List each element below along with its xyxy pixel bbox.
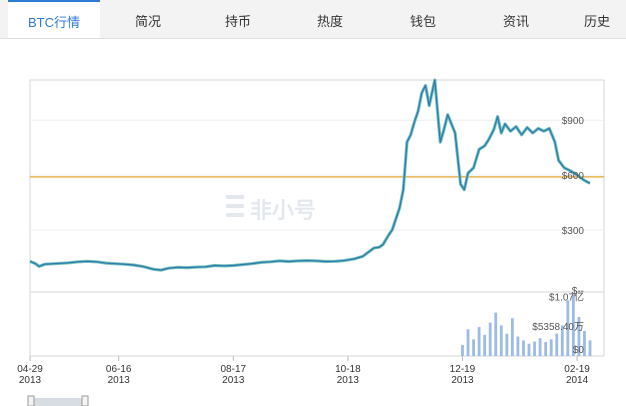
volume-bar [571,294,575,356]
tab-btc-market[interactable]: BTC行情 [8,0,100,38]
date-tick-year: 2013 [337,375,360,386]
volume-bar [527,343,531,356]
volume-bar [461,344,464,356]
volume-top-label: $-- [572,286,584,297]
date-tick-label: 10-18 [335,364,361,375]
tab-news[interactable]: 资讯 [502,14,529,29]
tab-wallet[interactable]: 钱包 [409,14,436,29]
volume-axis-labels: $-- $0 $5358.40万 $1.07亿 [532,286,584,356]
date-tick-year: 2013 [222,375,245,386]
volume-bar [522,340,525,356]
date-tick-year: 2013 [108,375,131,386]
volume-bar [483,334,487,356]
volume-bar [549,339,553,356]
tab-heat[interactable]: 热度 [316,14,343,29]
volume-bar [560,325,564,356]
date-tick-year: 2013 [19,375,42,386]
navigator-selection[interactable] [30,398,86,406]
price-axis-labels: $300 $600 $900 [562,116,585,237]
date-tick-label: 04-29 [17,364,43,375]
price-tick-label: $300 [562,226,585,237]
tab-holdings[interactable]: 持币 [224,14,251,29]
logo-mark-bar [226,195,244,199]
volume-bar [488,322,492,356]
volume-bar [533,341,536,356]
date-tick-year: 2013 [451,375,474,386]
plot-area [29,79,605,357]
volume-bar [544,342,548,356]
price-line [29,79,591,271]
volume-bar [510,318,514,356]
volume-bar [566,300,570,356]
date-tick-label: 08-17 [221,364,247,375]
date-tick-label: 02-19 [564,364,590,375]
volume-tick-label: $0 [573,345,585,356]
volume-bar [588,340,592,356]
volume-bar [583,330,586,356]
date-axis-labels: 04-29201306-16201308-17201310-18201312-1… [17,356,590,386]
date-tick-label: 12-19 [450,364,476,375]
volume-bar [516,336,520,356]
price-tick-label: $600 [562,171,585,182]
volume-bar [505,333,509,356]
navigator-right-handle[interactable] [81,395,89,406]
price-chart: 非小号 $300 $600 $900 $-- $0 $5358.40万 $1.07亿 04… [17,78,605,406]
date-tick-label: 06-16 [106,364,132,375]
volume-bar [538,338,542,356]
volume-bars [461,294,592,356]
volume-bar [499,325,503,356]
volume-bar [555,333,559,356]
volume-tick-label: $5358.40万 [532,322,584,333]
range-navigator[interactable] [27,395,89,406]
volume-tick-label: $1.07亿 [549,290,584,303]
price-grid [30,119,604,231]
volume-bar [577,317,581,356]
volume-bar [472,339,475,356]
volume-bar [494,312,498,356]
navigator-left-handle[interactable] [27,395,35,406]
volume-bar [466,329,470,356]
logo-mark-bar [226,213,244,217]
tab-bar: BTC行情 简况 持币 热度 钱包 资讯 历史 [0,0,626,39]
date-tick-year: 2014 [566,375,589,386]
watermark-text: 非小号 [250,198,316,223]
watermark: 非小号 [226,195,316,223]
price-tick-label: $900 [562,116,585,127]
tab-overview[interactable]: 简况 [134,14,161,29]
logo-mark-bar [226,204,244,208]
volume-bar [477,327,481,356]
tab-history[interactable]: 历史 [584,14,611,29]
